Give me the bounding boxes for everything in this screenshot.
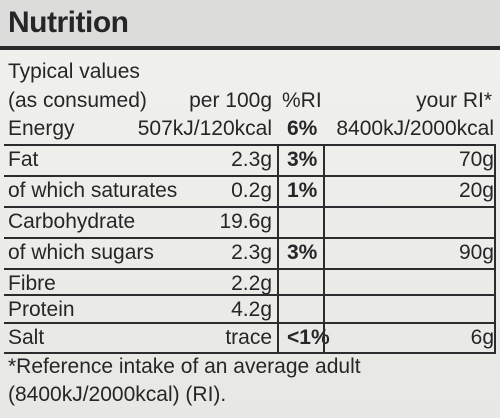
footnote-line-1: *Reference intake of an average adult: [8, 355, 361, 378]
label-title: Nutrition: [8, 6, 129, 39]
table-row-saturates: of which saturates 0.2g 1% 20g: [0, 177, 500, 206]
row-divider: [4, 144, 496, 146]
title-band: [0, 0, 500, 46]
column-header-ri: %RI: [282, 89, 322, 112]
row-divider: [4, 294, 496, 296]
table-row-protein: Protein 4.2g: [0, 296, 500, 325]
table-row-fat: Fat 2.3g 3% 70g: [0, 146, 500, 175]
ri-percent: <1%: [287, 326, 330, 349]
your-ri-value: 90g: [458, 241, 494, 264]
per-100g-value: 2.2g: [231, 272, 272, 295]
your-ri-value: 6g: [470, 326, 494, 349]
ri-percent: 3%: [287, 148, 318, 171]
nutrient-name: Fibre: [8, 272, 56, 295]
ri-percent: 3%: [287, 241, 318, 264]
your-ri-value: 8400kJ/2000kcal: [336, 117, 494, 140]
ri-percent: 6%: [287, 117, 318, 140]
row-divider: [4, 175, 496, 177]
your-ri-value: 20g: [458, 179, 494, 202]
nutrient-name: Fat: [8, 148, 39, 171]
table-row-carbohydrate: Carbohydrate 19.6g: [0, 208, 500, 237]
column-header-per-100g: per 100g: [189, 89, 272, 112]
column-divider: [323, 144, 325, 352]
footnote-line-2: (8400kJ/2000kcal) (RI).: [8, 383, 227, 406]
per-100g-value: trace: [225, 326, 272, 349]
per-100g-value: 2.3g: [231, 241, 272, 264]
per-100g-value: 19.6g: [219, 210, 272, 233]
row-divider: [4, 237, 496, 239]
table-edge: [494, 144, 496, 352]
nutrient-name: Salt: [8, 326, 45, 349]
nutrient-name: Energy: [8, 117, 75, 140]
nutrient-name: of which sugars: [8, 241, 154, 264]
per-100g-value: 507kJ/120kcal: [137, 117, 272, 140]
per-100g-value: 2.3g: [231, 148, 272, 171]
title-rule: [0, 46, 500, 50]
column-divider: [277, 144, 279, 352]
nutrient-name: Carbohydrate: [8, 210, 136, 233]
table-row-energy: Energy 507kJ/120kcal 6% 8400kJ/2000kcal: [0, 115, 500, 144]
nutrient-name: of which saturates: [8, 179, 178, 202]
row-divider: [4, 206, 496, 208]
nutrient-name: Protein: [8, 298, 75, 321]
typical-values-label: Typical values: [8, 60, 140, 83]
table-row-sugars: of which sugars 2.3g 3% 90g: [0, 239, 500, 268]
table-row-salt: Salt trace <1% 6g: [0, 324, 500, 353]
as-consumed-label: (as consumed): [8, 89, 147, 112]
your-ri-value: 70g: [458, 148, 494, 171]
row-divider: [4, 268, 496, 270]
ri-percent: 1%: [287, 179, 318, 202]
column-header-your-ri: your RI*: [416, 89, 492, 112]
per-100g-value: 4.2g: [231, 298, 272, 321]
per-100g-value: 0.2g: [231, 179, 272, 202]
table-row-fibre: Fibre 2.2g: [0, 270, 500, 299]
row-divider: [4, 352, 496, 354]
row-divider: [4, 322, 496, 324]
